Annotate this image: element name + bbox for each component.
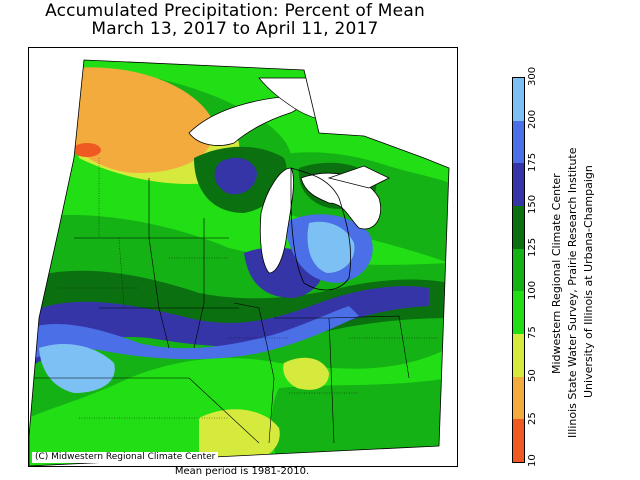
legend-swatch-25-50	[513, 376, 524, 420]
credit-uiuc: University of Illinois at Urbana-Champai…	[582, 165, 595, 399]
zone-200-300-west	[39, 343, 115, 393]
mean-period-note: Mean period is 1981-2010.	[174, 466, 310, 477]
georgian-bay	[327, 165, 390, 189]
legend-tick-50: 50	[527, 369, 538, 382]
lake-michigan	[259, 167, 294, 274]
title-line-1: Accumulated Precipitation: Percent of Me…	[45, 1, 425, 21]
precip-fill-layer	[29, 60, 449, 466]
copyright-label: (C) Midwestern Regional Climate Center	[32, 452, 219, 463]
legend-tick-175: 175	[527, 152, 538, 172]
legend-swatch-125-150	[513, 206, 524, 249]
region-outline	[29, 59, 450, 466]
legend-swatch-150-175	[513, 163, 524, 206]
lake-superior	[188, 95, 301, 146]
credit-mrcc: Midwestern Regional Climate Center	[550, 172, 563, 374]
title-line-2: March 13, 2017 to April 11, 2017	[91, 19, 379, 39]
legend-tick-300: 300	[527, 67, 538, 87]
legend-swatch-75-100	[513, 291, 524, 334]
legend-swatch-200-300	[513, 78, 524, 121]
precipitation-map	[29, 59, 450, 466]
zone-50-75-south	[199, 409, 280, 466]
county-lines	[59, 158, 439, 419]
legend-tick-200: 200	[527, 109, 538, 129]
zone-25-50-northwest	[69, 67, 215, 173]
michigan-outline	[290, 167, 352, 291]
zone-175-200-band	[29, 306, 359, 360]
legend-tick-125: 125	[527, 237, 538, 257]
zone-200-300-michigan	[307, 221, 355, 273]
zone-100-125-southeast	[271, 378, 449, 466]
legend-colorbar	[512, 77, 525, 463]
legend-swatch-10-25	[513, 419, 524, 462]
legend-tick-100: 100	[527, 280, 538, 300]
great-lakes	[188, 95, 390, 274]
legend-swatch-175-200	[513, 120, 524, 164]
zone-150-175-band	[29, 286, 429, 368]
legend-tick-75: 75	[527, 326, 538, 340]
map-panel	[28, 47, 458, 467]
legend-tick-25: 25	[527, 411, 538, 425]
legend-tick-150: 150	[527, 195, 538, 215]
zone-150-175-upper	[214, 157, 257, 195]
zone-125-150-band	[29, 270, 449, 358]
legend-swatch-100-125	[513, 248, 524, 292]
zone-50-75-east	[283, 357, 329, 390]
zone-10-25-patch	[73, 143, 101, 157]
legend-tick-10: 10	[527, 454, 538, 468]
credit-isws: Illinois State Water Survey, Prairie Res…	[566, 147, 579, 438]
legend-swatch-50-75	[513, 334, 524, 377]
state-borders	[29, 178, 410, 444]
